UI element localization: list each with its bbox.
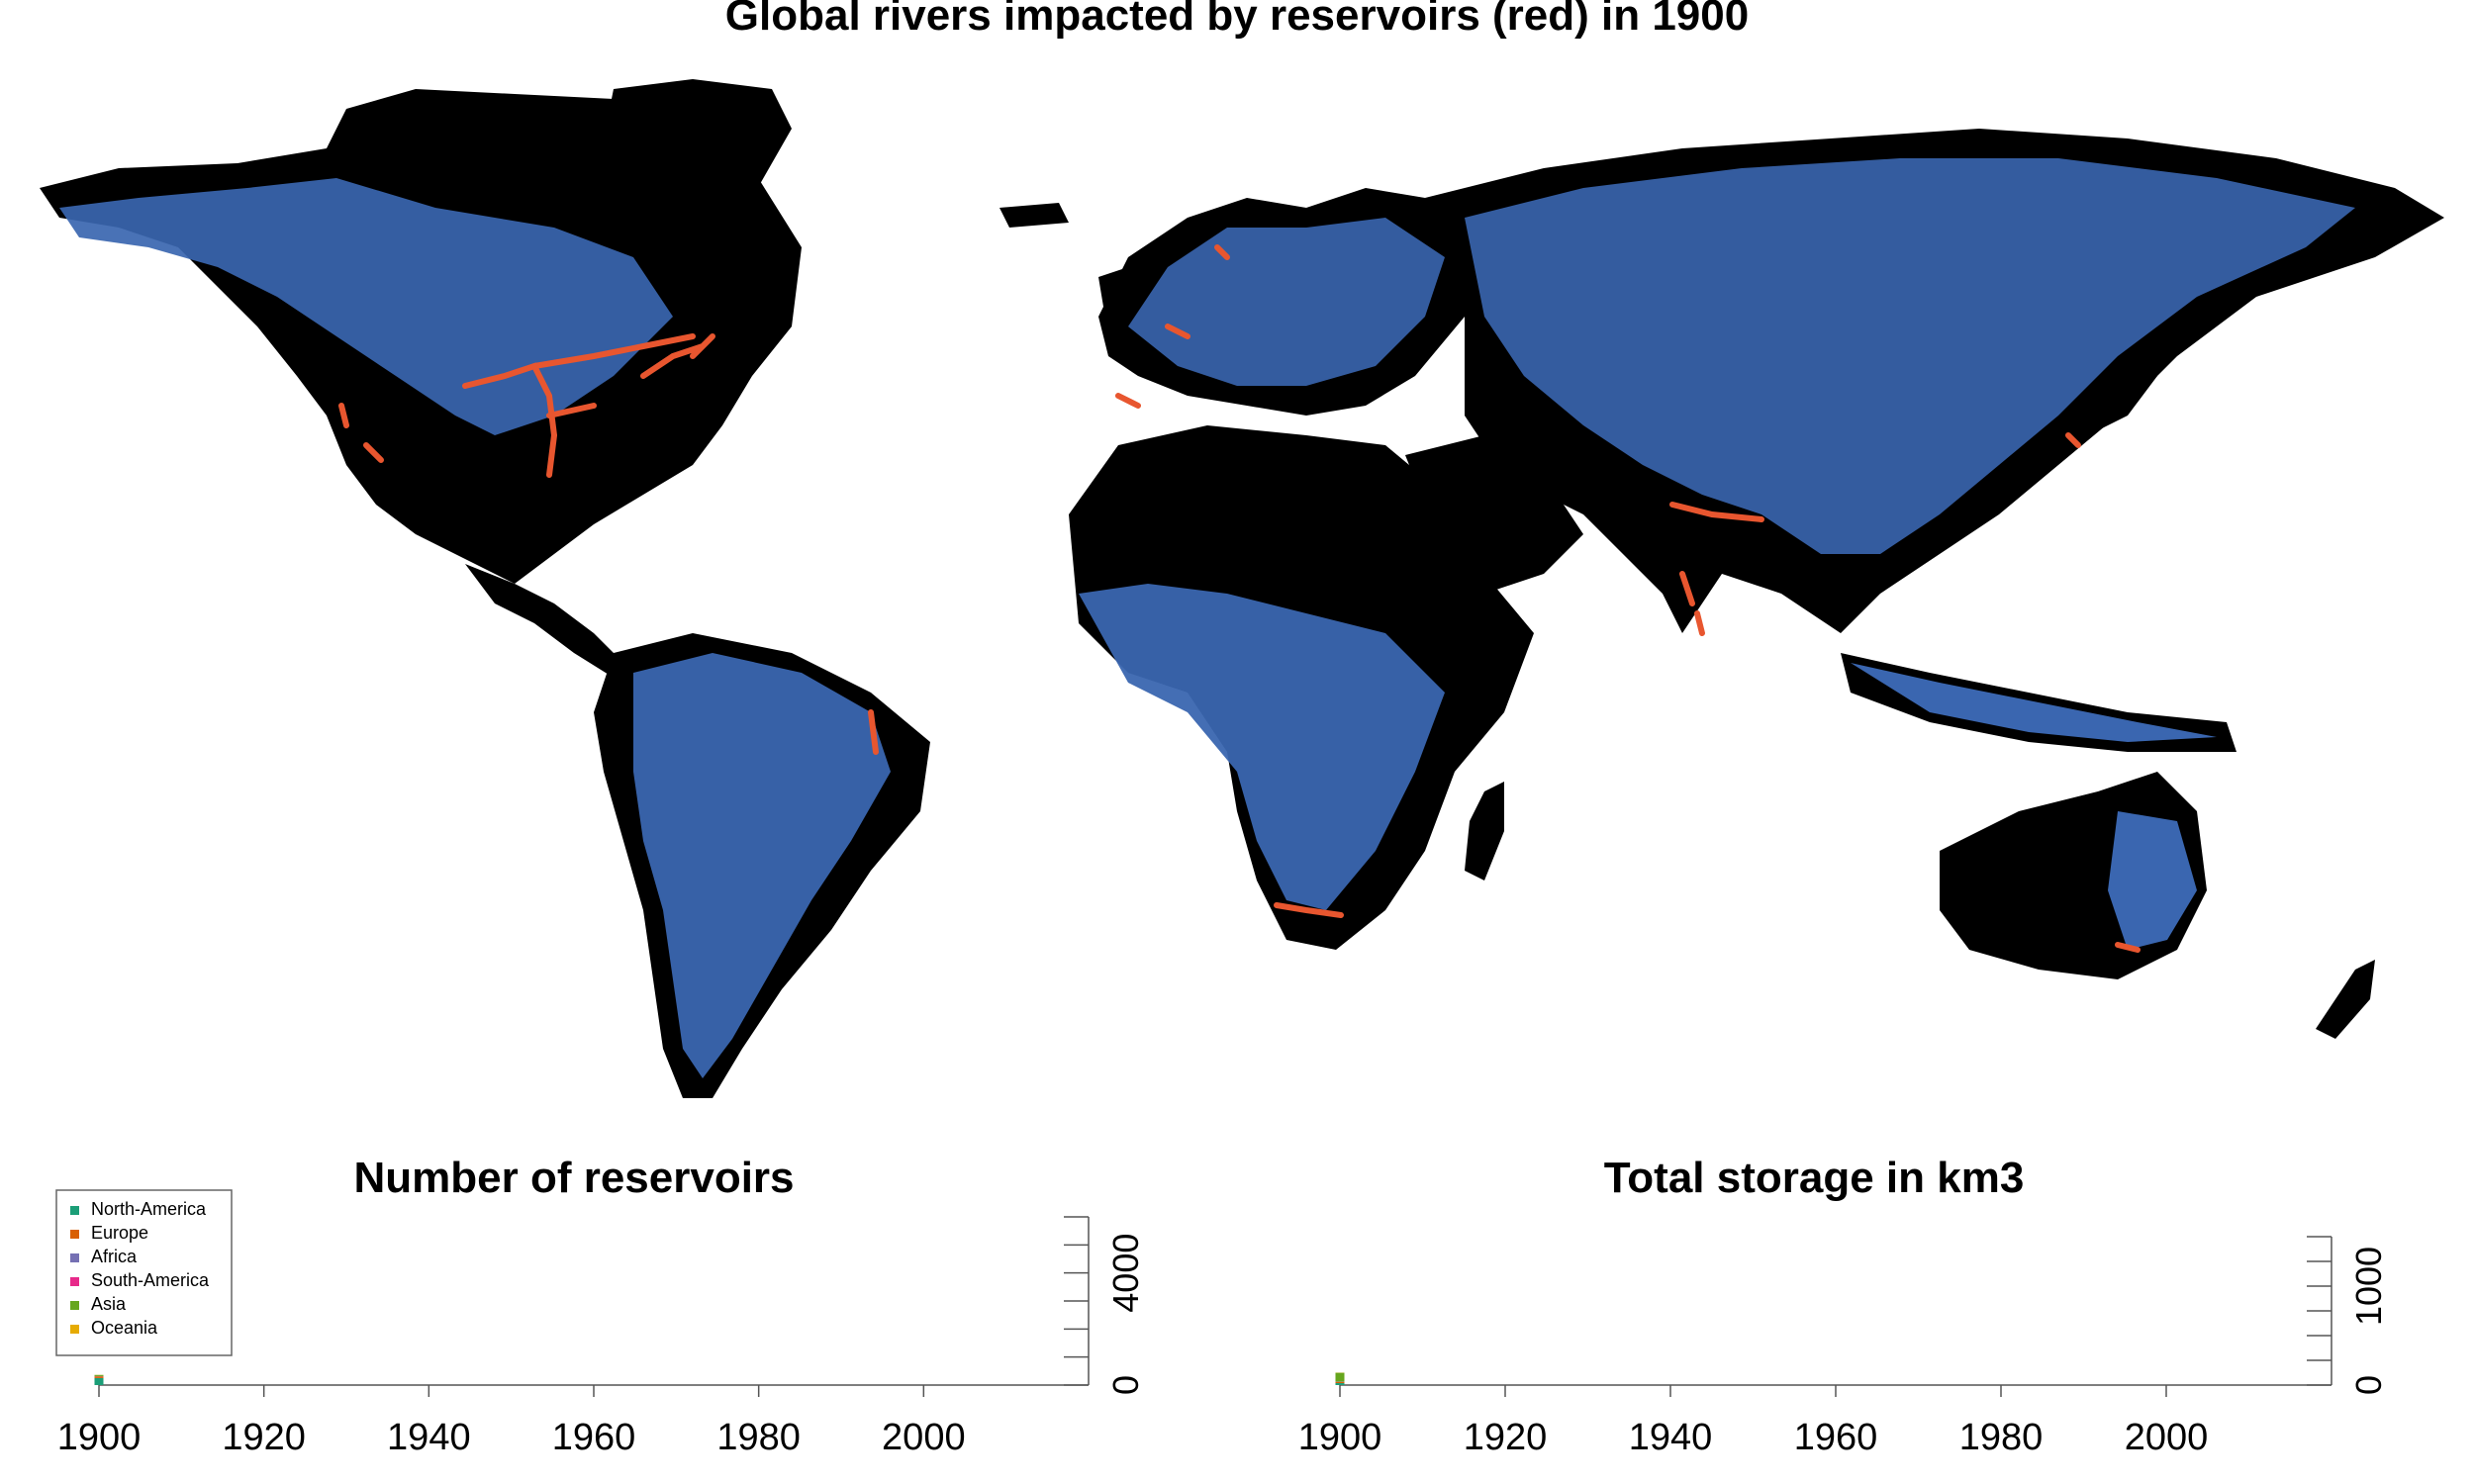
bar-segment	[94, 1374, 104, 1376]
x-tick-label: 1960	[1794, 1417, 1878, 1458]
legend-label: Asia	[91, 1294, 127, 1314]
chart-number-of-reservoirs: Number of reservoirs 1900 1920 1940 1960 198…	[55, 1154, 1146, 1458]
map-title: Global rivers impacted by reservoirs (re…	[725, 0, 1749, 40]
impacted-europe	[1115, 244, 1230, 409]
land-japan	[2073, 336, 2157, 435]
world-map	[40, 79, 2444, 1098]
chart-total-storage: Total storage in km3 1900 1920 1940 1960 198…	[1298, 1154, 2389, 1458]
land-central-america	[465, 564, 623, 678]
legend-swatch	[70, 1230, 79, 1239]
bar-segment	[94, 1376, 104, 1378]
land-arabia	[1405, 435, 1583, 594]
x-tick-label: 2000	[2125, 1417, 2209, 1458]
river-basins-south-america	[633, 653, 891, 1078]
legend-label: Africa	[91, 1247, 138, 1266]
land-iceland	[999, 203, 1069, 228]
river-basins-australia	[2108, 811, 2197, 950]
x-tick-label: 1960	[552, 1417, 636, 1458]
land-uk	[1098, 267, 1138, 336]
x-tick-label: 1940	[387, 1417, 471, 1458]
legend-swatch	[70, 1325, 79, 1334]
river-basins-indonesia	[1851, 663, 2217, 742]
river-basins-europe	[1128, 218, 1445, 386]
legend-label: Oceania	[91, 1318, 158, 1338]
bar-segment	[1335, 1372, 1345, 1382]
x-tick-label: 1900	[57, 1417, 142, 1458]
impacted-mississippi	[462, 333, 696, 478]
impacted-brazil	[868, 709, 879, 755]
y-tick-label: 0	[1105, 1375, 1146, 1395]
x-tick-label: 1900	[1298, 1417, 1382, 1458]
x-tick-label: 1920	[222, 1417, 306, 1458]
bars	[1335, 1372, 1345, 1385]
legend: North-America Europe Africa South-America As…	[55, 1189, 233, 1356]
x-axis: 1900 1920 1940 1960 1980 2000	[57, 1384, 1089, 1458]
y-tick-label: 4000	[1105, 1234, 1146, 1313]
legend-items: North-America Europe Africa South-America As…	[70, 1199, 210, 1338]
x-axis: 1900 1920 1940 1960 1980 2000	[1298, 1384, 2331, 1458]
bar-segment	[1335, 1383, 1345, 1385]
x-tick-label: 1920	[1464, 1417, 1548, 1458]
bars	[94, 1374, 104, 1385]
land-madagascar	[1465, 782, 1504, 881]
river-basins-asia	[1465, 158, 2355, 554]
legend-label: South-America	[91, 1270, 210, 1290]
impacted-rivers	[338, 244, 2141, 953]
impacted-us-northeast	[640, 333, 715, 379]
land-new-zealand	[2316, 960, 2375, 1039]
legend-label: North-America	[91, 1199, 207, 1219]
legend-swatch	[70, 1206, 79, 1215]
y-tick-label: 1000	[2348, 1247, 2389, 1326]
legend-label: Europe	[91, 1223, 148, 1243]
x-tick-label: 1940	[1629, 1417, 1713, 1458]
legend-box	[55, 1189, 233, 1356]
y-tick-label: 0	[2348, 1375, 2389, 1395]
x-tick-label: 1980	[716, 1417, 801, 1458]
x-tick-label: 1980	[1959, 1417, 2044, 1458]
land-greenland	[604, 79, 792, 317]
bar-segment	[1335, 1382, 1345, 1383]
y-axis: 0 4000	[1064, 1216, 1146, 1395]
impacted-us-west	[338, 403, 384, 463]
legend-swatch	[70, 1301, 79, 1310]
legend-swatch	[70, 1277, 79, 1286]
impacted-australia	[2115, 942, 2141, 953]
chart-title: Number of reservoirs	[353, 1154, 794, 1202]
impacted-japan	[2065, 432, 2081, 448]
river-basins-africa	[1079, 584, 1445, 910]
impacted-india	[1669, 502, 1764, 636]
bar-segment	[94, 1377, 104, 1385]
impacted-south-africa	[1274, 902, 1344, 918]
chart-title: Total storage in km3	[1604, 1154, 2025, 1202]
legend-swatch	[70, 1253, 79, 1262]
y-axis: 0 1000	[2307, 1236, 2389, 1395]
x-tick-label: 2000	[882, 1417, 966, 1458]
